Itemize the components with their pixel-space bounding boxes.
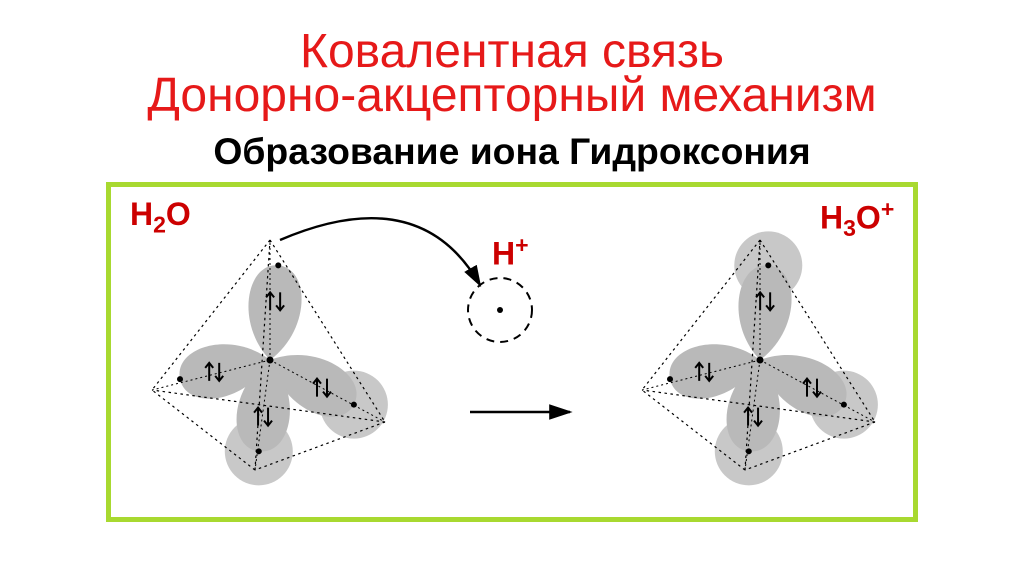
slide: Ковалентная связь Донорно-акцепторный ме… <box>0 0 1024 574</box>
diagram-svg <box>0 0 1024 574</box>
